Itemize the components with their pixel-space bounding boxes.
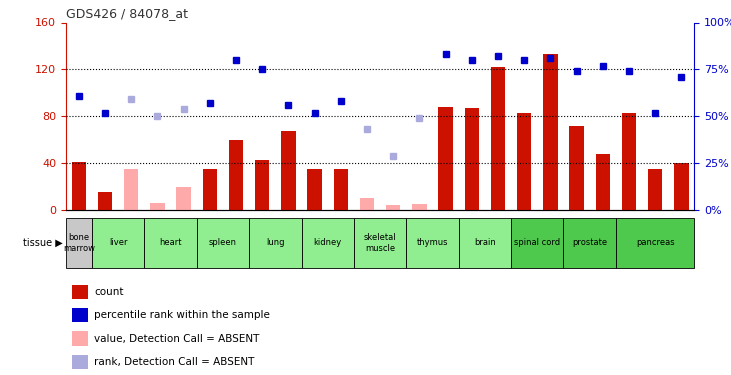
Bar (229, 140, 243, 210)
Bar (145, 217, 197, 268)
Bar (281, 132, 295, 210)
Bar (648, 169, 662, 210)
Text: bone
marrow: bone marrow (63, 233, 95, 252)
Bar (333, 169, 348, 210)
Bar (386, 206, 401, 210)
Bar (72, 308, 88, 322)
Bar (124, 169, 138, 210)
Text: kidney: kidney (314, 238, 342, 248)
Text: count: count (94, 287, 124, 297)
Text: tissue ▶: tissue ▶ (23, 238, 63, 248)
Bar (72, 355, 88, 369)
Bar (301, 217, 354, 268)
Bar (406, 217, 459, 268)
Bar (72, 162, 86, 210)
Bar (176, 187, 191, 210)
Text: brain: brain (474, 238, 496, 248)
Text: pancreas: pancreas (636, 238, 675, 248)
Bar (622, 113, 636, 210)
Bar (465, 108, 479, 210)
Bar (564, 217, 616, 268)
Bar (360, 198, 374, 210)
Bar (72, 285, 88, 299)
Text: rank, Detection Call = ABSENT: rank, Detection Call = ABSENT (94, 357, 254, 367)
Bar (151, 203, 164, 210)
Bar (354, 217, 406, 268)
Bar (569, 126, 584, 210)
Text: lung: lung (266, 238, 284, 248)
Bar (491, 67, 505, 210)
Bar (98, 192, 113, 210)
Bar (511, 217, 564, 268)
Text: percentile rank within the sample: percentile rank within the sample (94, 310, 270, 320)
Bar (72, 332, 88, 346)
Text: prostate: prostate (572, 238, 607, 248)
Bar (66, 217, 92, 268)
Text: thymus: thymus (417, 238, 448, 248)
Bar (255, 160, 270, 210)
Bar (439, 107, 452, 210)
Bar (412, 204, 427, 210)
Bar (674, 163, 689, 210)
Text: value, Detection Call = ABSENT: value, Detection Call = ABSENT (94, 333, 260, 344)
Bar (616, 217, 694, 268)
Text: spinal cord: spinal cord (514, 238, 561, 248)
Bar (92, 217, 144, 268)
Bar (202, 169, 217, 210)
Text: liver: liver (109, 238, 127, 248)
Text: spleen: spleen (209, 238, 237, 248)
Text: skeletal
muscle: skeletal muscle (364, 233, 396, 252)
Bar (459, 217, 511, 268)
Bar (596, 154, 610, 210)
Bar (249, 217, 301, 268)
Bar (197, 217, 249, 268)
Bar (543, 54, 558, 210)
Bar (517, 113, 531, 210)
Bar (308, 169, 322, 210)
Text: GDS426 / 84078_at: GDS426 / 84078_at (66, 7, 188, 20)
Text: heart: heart (159, 238, 182, 248)
